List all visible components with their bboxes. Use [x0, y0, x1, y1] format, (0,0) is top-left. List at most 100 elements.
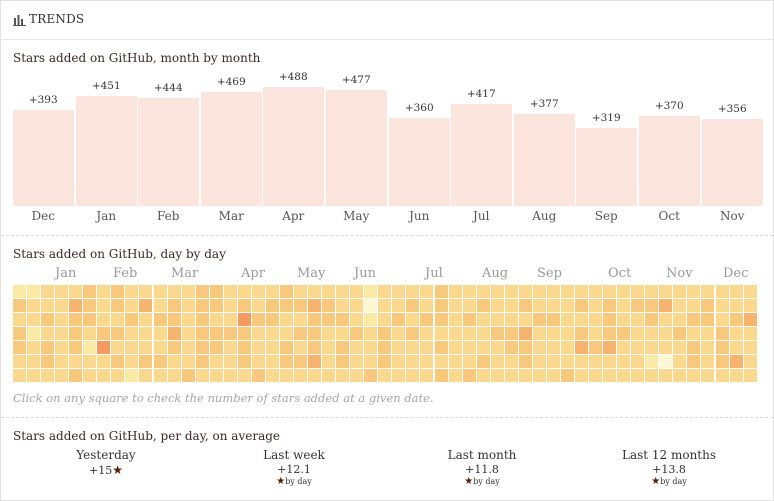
- heatmap-cell[interactable]: [266, 299, 279, 312]
- heatmap-cell[interactable]: [631, 299, 644, 312]
- heatmap-cell[interactable]: [378, 285, 391, 298]
- heatmap-cell[interactable]: [631, 313, 644, 326]
- heatmap-cell[interactable]: [477, 369, 490, 382]
- heatmap-cell[interactable]: [27, 355, 40, 368]
- heatmap-cell[interactable]: [435, 369, 448, 382]
- heatmap-cell[interactable]: [294, 355, 307, 368]
- heatmap-cell[interactable]: [631, 285, 644, 298]
- heatmap-cell[interactable]: [673, 369, 686, 382]
- heatmap-cell[interactable]: [659, 341, 672, 354]
- heatmap-cell[interactable]: [350, 327, 363, 340]
- heatmap-cell[interactable]: [364, 299, 377, 312]
- heatmap-cell[interactable]: [463, 299, 476, 312]
- heatmap-cell[interactable]: [224, 369, 237, 382]
- heatmap-cell[interactable]: [111, 369, 124, 382]
- heatmap-cell[interactable]: [41, 285, 54, 298]
- heatmap-cell[interactable]: [13, 341, 26, 354]
- heatmap-cell[interactable]: [83, 355, 96, 368]
- heatmap-cell[interactable]: [69, 369, 82, 382]
- heatmap-cell[interactable]: [27, 285, 40, 298]
- heatmap-cell[interactable]: [238, 299, 251, 312]
- heatmap-cell[interactable]: [336, 341, 349, 354]
- heatmap-cell[interactable]: [449, 285, 462, 298]
- heatmap-cell[interactable]: [463, 369, 476, 382]
- heatmap-cell[interactable]: [547, 327, 560, 340]
- heatmap-cell[interactable]: [519, 355, 532, 368]
- heatmap-cell[interactable]: [406, 327, 419, 340]
- heatmap-cell[interactable]: [336, 313, 349, 326]
- heatmap-cell[interactable]: [730, 369, 743, 382]
- heatmap-cell[interactable]: [69, 313, 82, 326]
- heatmap-cell[interactable]: [266, 369, 279, 382]
- heatmap-cell[interactable]: [575, 327, 588, 340]
- heatmap-cell[interactable]: [449, 355, 462, 368]
- heatmap-cell[interactable]: [449, 327, 462, 340]
- heatmap-cell[interactable]: [41, 355, 54, 368]
- heatmap-cell[interactable]: [111, 341, 124, 354]
- heatmap-cell[interactable]: [322, 285, 335, 298]
- heatmap-cell[interactable]: [575, 355, 588, 368]
- bar[interactable]: [138, 98, 199, 206]
- heatmap-cell[interactable]: [491, 299, 504, 312]
- heatmap-cell[interactable]: [111, 313, 124, 326]
- heatmap-cell[interactable]: [336, 355, 349, 368]
- bar[interactable]: [639, 116, 700, 206]
- heatmap-cell[interactable]: [449, 369, 462, 382]
- heatmap-cell[interactable]: [730, 313, 743, 326]
- heatmap-cell[interactable]: [154, 355, 167, 368]
- heatmap-cell[interactable]: [154, 369, 167, 382]
- heatmap-cell[interactable]: [673, 327, 686, 340]
- heatmap-cell[interactable]: [238, 327, 251, 340]
- heatmap-cell[interactable]: [659, 369, 672, 382]
- heatmap-cell[interactable]: [182, 355, 195, 368]
- heatmap-cell[interactable]: [491, 313, 504, 326]
- heatmap-cell[interactable]: [435, 327, 448, 340]
- heatmap-cell[interactable]: [645, 299, 658, 312]
- heatmap-cell[interactable]: [603, 369, 616, 382]
- heatmap-cell[interactable]: [55, 327, 68, 340]
- heatmap-cell[interactable]: [55, 369, 68, 382]
- heatmap-cell[interactable]: [182, 299, 195, 312]
- heatmap-cell[interactable]: [55, 355, 68, 368]
- bar[interactable]: [263, 87, 324, 206]
- heatmap-cell[interactable]: [139, 299, 152, 312]
- heatmap-cell[interactable]: [744, 313, 757, 326]
- heatmap-cell[interactable]: [645, 355, 658, 368]
- heatmap-cell[interactable]: [308, 299, 321, 312]
- heatmap-cell[interactable]: [83, 299, 96, 312]
- heatmap-cell[interactable]: [420, 369, 433, 382]
- heatmap-cell[interactable]: [125, 341, 138, 354]
- heatmap-cell[interactable]: [182, 313, 195, 326]
- heatmap-cell[interactable]: [266, 341, 279, 354]
- heatmap-cell[interactable]: [547, 341, 560, 354]
- heatmap-cell[interactable]: [280, 355, 293, 368]
- heatmap-cell[interactable]: [13, 369, 26, 382]
- heatmap-cell[interactable]: [154, 299, 167, 312]
- heatmap-cell[interactable]: [210, 341, 223, 354]
- heatmap-cell[interactable]: [406, 299, 419, 312]
- heatmap-cell[interactable]: [477, 285, 490, 298]
- heatmap-cell[interactable]: [378, 355, 391, 368]
- heatmap-cell[interactable]: [449, 313, 462, 326]
- heatmap-cell[interactable]: [673, 313, 686, 326]
- heatmap-cell[interactable]: [617, 355, 630, 368]
- heatmap-cell[interactable]: [406, 369, 419, 382]
- heatmap-cell[interactable]: [730, 355, 743, 368]
- heatmap-cell[interactable]: [210, 355, 223, 368]
- heatmap-cell[interactable]: [97, 369, 110, 382]
- heatmap-cell[interactable]: [505, 313, 518, 326]
- heatmap-cell[interactable]: [477, 341, 490, 354]
- heatmap-cell[interactable]: [631, 327, 644, 340]
- heatmap-cell[interactable]: [294, 313, 307, 326]
- heatmap-cell[interactable]: [196, 313, 209, 326]
- heatmap-cell[interactable]: [730, 327, 743, 340]
- heatmap-cell[interactable]: [364, 355, 377, 368]
- heatmap-cell[interactable]: [27, 341, 40, 354]
- heatmap-cell[interactable]: [308, 341, 321, 354]
- heatmap-cell[interactable]: [196, 299, 209, 312]
- heatmap-cell[interactable]: [716, 285, 729, 298]
- heatmap-cell[interactable]: [238, 341, 251, 354]
- heatmap-cell[interactable]: [252, 369, 265, 382]
- heatmap-cell[interactable]: [659, 355, 672, 368]
- heatmap-cell[interactable]: [730, 341, 743, 354]
